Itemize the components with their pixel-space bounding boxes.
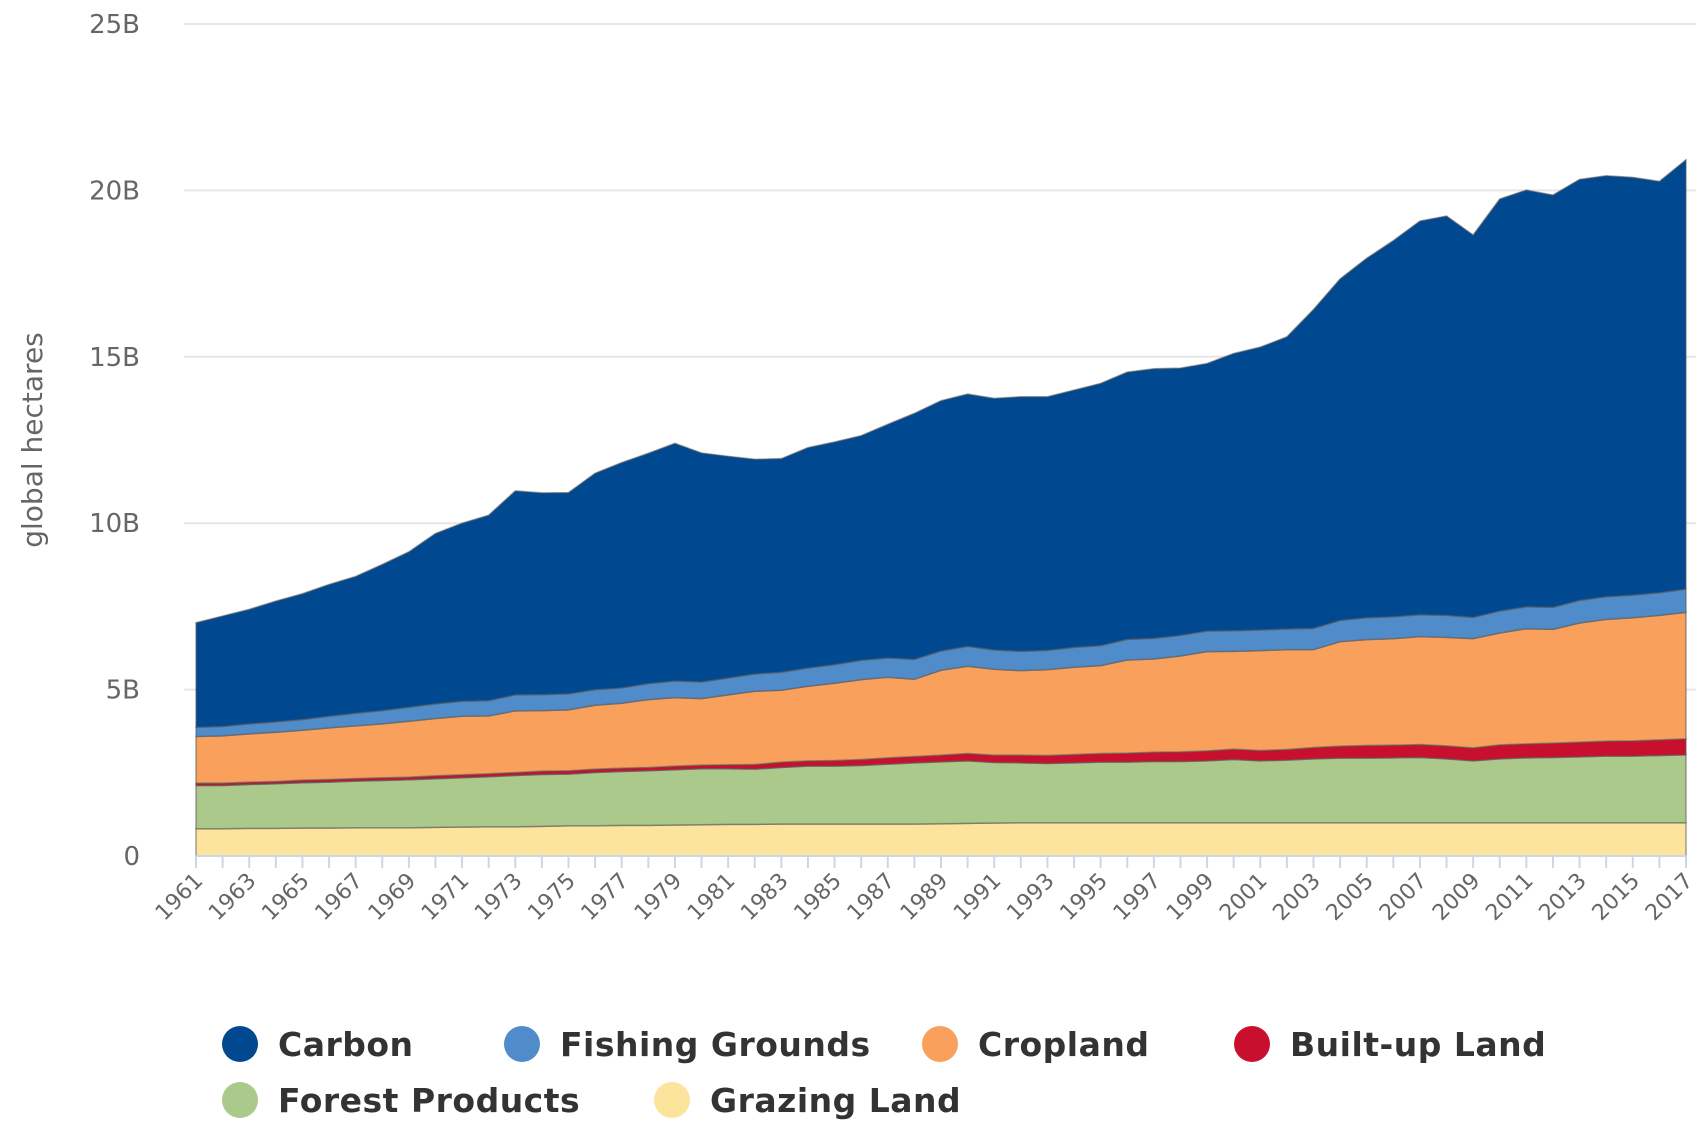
stacked-area-chart: 1961196319651967196919711973197519771979… xyxy=(16,10,1698,926)
x-tick-label: 1981 xyxy=(683,869,740,926)
x-tick-label: 1971 xyxy=(417,869,474,926)
legend-label: Forest Products xyxy=(278,1080,581,1120)
legend-item-built-up-land[interactable]: Built-up Land xyxy=(1234,1025,1546,1064)
x-tick-label: 1979 xyxy=(630,869,687,926)
fishing-grounds-swatch-icon xyxy=(504,1026,540,1062)
x-tick-label: 1997 xyxy=(1109,869,1166,926)
legend-item-cropland[interactable]: Cropland xyxy=(922,1025,1202,1064)
y-tick-label: 5B xyxy=(106,676,140,706)
built-up-land-swatch-icon xyxy=(1234,1026,1270,1062)
x-tick-label: 1991 xyxy=(949,869,1006,926)
legend-label: Fishing Grounds xyxy=(560,1024,871,1064)
legend-label: Cropland xyxy=(978,1024,1150,1064)
legend-label: Grazing Land xyxy=(710,1080,962,1120)
x-tick-label: 1975 xyxy=(523,869,580,926)
x-tick-label: 1995 xyxy=(1056,869,1113,926)
x-tick-label: 2003 xyxy=(1268,869,1325,926)
x-tick-label: 1977 xyxy=(577,869,634,926)
x-tick-label: 1993 xyxy=(1002,869,1059,926)
legend-row-2: Forest Products Grazing Land xyxy=(222,1072,1622,1128)
legend-item-carbon[interactable]: Carbon xyxy=(222,1025,472,1064)
y-tick-label: 20B xyxy=(89,176,140,206)
chart-legend: Carbon Fishing Grounds Cropland Built-up… xyxy=(222,1016,1622,1128)
legend-item-grazing-land[interactable]: Grazing Land xyxy=(654,1081,961,1120)
area-series xyxy=(195,158,1687,857)
y-axis-label: global hectares xyxy=(16,332,49,548)
x-tick-label: 1985 xyxy=(790,869,847,926)
x-tick-label: 1967 xyxy=(311,869,368,926)
x-tick-label: 2005 xyxy=(1322,869,1379,926)
x-tick-label: 1969 xyxy=(364,869,421,926)
x-axis: 1961196319651967196919711973197519771979… xyxy=(151,855,1698,926)
x-tick-label: 2015 xyxy=(1588,869,1645,926)
legend-item-forest-products[interactable]: Forest Products xyxy=(222,1081,622,1120)
y-tick-label: 25B xyxy=(89,10,140,40)
cropland-swatch-icon xyxy=(922,1026,958,1062)
x-tick-label: 1983 xyxy=(736,869,793,926)
x-tick-label: 1989 xyxy=(896,869,953,926)
legend-item-fishing-grounds[interactable]: Fishing Grounds xyxy=(504,1025,890,1064)
x-tick-label: 2011 xyxy=(1481,869,1538,926)
y-tick-label: 10B xyxy=(89,509,140,539)
x-tick-label: 1973 xyxy=(470,869,527,926)
x-tick-label: 1999 xyxy=(1162,869,1219,926)
x-tick-label: 1963 xyxy=(204,869,261,926)
carbon-swatch-icon xyxy=(222,1026,258,1062)
x-tick-label: 2007 xyxy=(1375,869,1432,926)
y-axis-ticks: 0 5B 10B 15B 20B 25B xyxy=(89,10,140,872)
x-tick-label: 2001 xyxy=(1215,869,1272,926)
area-series-carbon xyxy=(195,158,1687,728)
x-tick-label: 1987 xyxy=(843,869,900,926)
x-tick-label: 1965 xyxy=(257,869,314,926)
x-tick-label: 1961 xyxy=(151,869,208,926)
x-tick-label: 2013 xyxy=(1535,869,1592,926)
legend-label: Carbon xyxy=(278,1024,414,1064)
y-tick-label: 15B xyxy=(89,343,140,373)
legend-row-1: Carbon Fishing Grounds Cropland Built-up… xyxy=(222,1016,1622,1072)
grazing-land-swatch-icon xyxy=(654,1082,690,1118)
legend-label: Built-up Land xyxy=(1290,1024,1547,1064)
forest-products-swatch-icon xyxy=(222,1082,258,1118)
y-tick-label: 0 xyxy=(123,842,140,872)
x-tick-label: 2009 xyxy=(1428,869,1485,926)
x-tick-label: 2017 xyxy=(1641,869,1698,926)
